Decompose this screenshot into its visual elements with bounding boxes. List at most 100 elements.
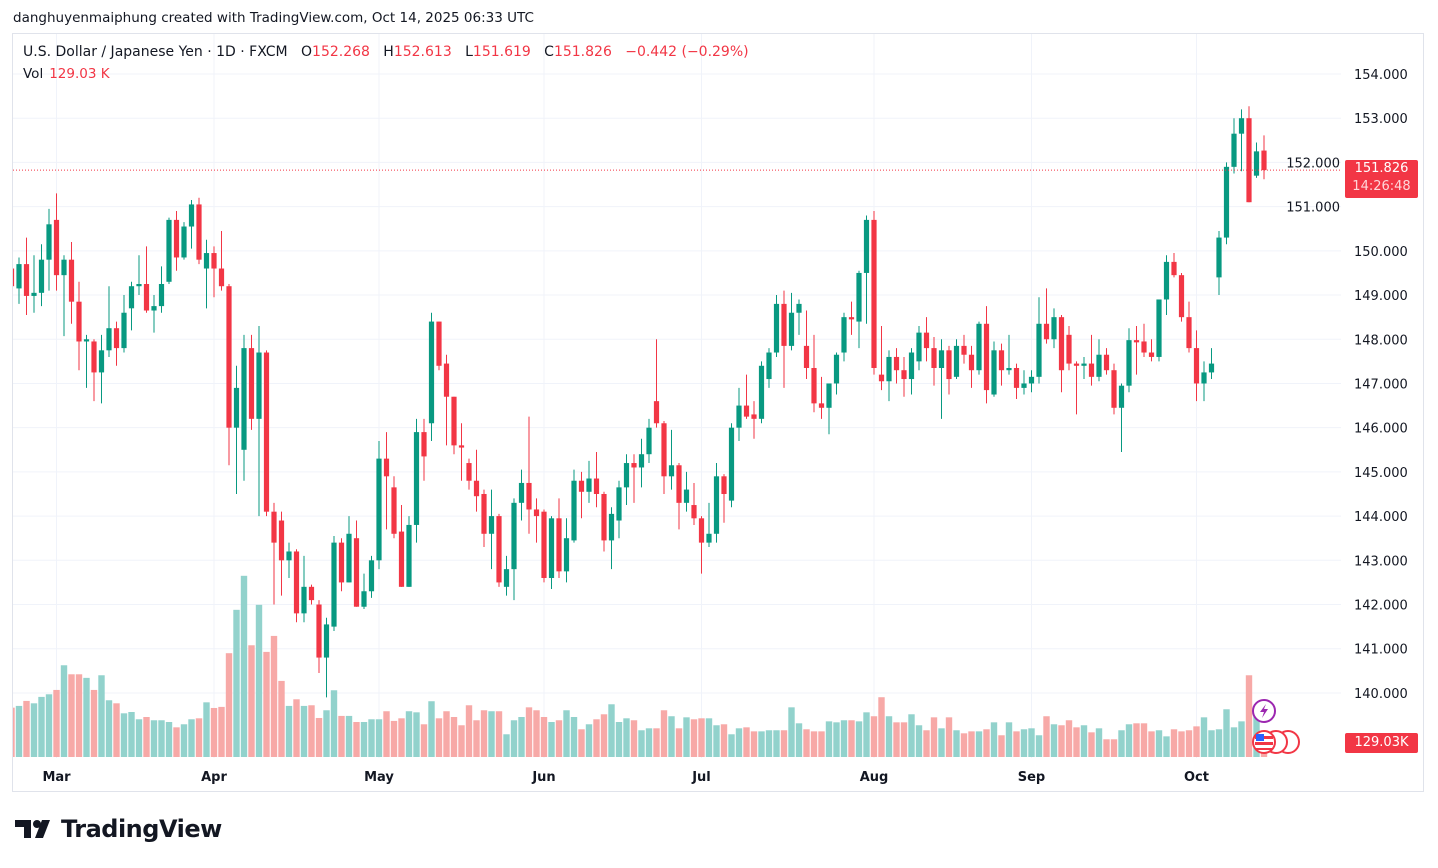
volume-bar xyxy=(323,710,330,757)
candle-body xyxy=(1223,166,1230,238)
candle-body xyxy=(1126,340,1132,386)
volume-bar xyxy=(53,689,60,757)
candle xyxy=(578,471,585,519)
volume-bar xyxy=(1005,722,1013,757)
candle-body xyxy=(1261,150,1267,171)
candle xyxy=(1163,255,1170,315)
candle xyxy=(781,290,787,388)
candle-body xyxy=(556,518,562,572)
volume-label: Vol xyxy=(23,66,44,82)
candle-body xyxy=(83,339,90,342)
candle xyxy=(436,321,442,371)
volume-bar xyxy=(240,575,248,757)
candle-body xyxy=(466,463,472,481)
candle-body xyxy=(833,354,840,384)
candle xyxy=(946,345,952,395)
candle-body xyxy=(226,286,232,428)
candle-body xyxy=(563,538,570,572)
candle-body xyxy=(1156,299,1162,357)
volume-bar xyxy=(300,705,308,757)
candle-body xyxy=(1006,367,1012,371)
candle-body xyxy=(706,533,712,543)
volume-bar xyxy=(1245,675,1253,757)
candle-body xyxy=(1148,352,1155,357)
candle-body xyxy=(361,591,367,607)
time-axis: Mar Apr May Jun Jul Aug Sep Oct xyxy=(42,770,1209,785)
candle-body xyxy=(1178,275,1185,318)
candle xyxy=(773,295,780,357)
candle xyxy=(518,469,525,521)
candle xyxy=(1126,328,1132,393)
candle xyxy=(511,498,517,601)
candle xyxy=(188,199,195,249)
candle xyxy=(256,325,262,517)
volume-bar xyxy=(278,680,285,757)
change-value: −0.442 (−0.29%) xyxy=(625,44,749,60)
candle xyxy=(1028,370,1035,393)
candle-body xyxy=(931,348,937,368)
us-flag-icon[interactable] xyxy=(1252,730,1300,754)
high-value: 152.613 xyxy=(393,44,452,60)
candle-body xyxy=(248,348,255,419)
volume-bar xyxy=(623,718,630,757)
candle-body xyxy=(451,396,457,446)
volume-bar xyxy=(435,718,443,757)
candle xyxy=(263,350,270,517)
volume-bar xyxy=(510,720,518,757)
candle-body xyxy=(818,403,825,408)
price-tick-label: 153.000 xyxy=(1354,112,1408,127)
symbol-title: U.S. Dollar / Japanese Yen · 1D · FXCM xyxy=(23,44,288,60)
volume-value: 129.03 K xyxy=(49,66,110,82)
open-value: 152.268 xyxy=(312,44,370,60)
candle-body xyxy=(218,268,225,287)
candle xyxy=(953,339,960,380)
volume-bar xyxy=(1065,720,1073,757)
volume-bar xyxy=(285,705,293,757)
volume-bar xyxy=(143,717,150,757)
candle xyxy=(668,429,675,490)
candle xyxy=(451,396,457,455)
volume-bar xyxy=(1200,717,1208,757)
time-tick-label: May xyxy=(364,770,394,785)
candle-body xyxy=(338,542,345,583)
candle-body xyxy=(1133,340,1140,343)
volume-bar xyxy=(345,715,353,757)
candle-body xyxy=(1081,363,1087,366)
grid xyxy=(13,34,1341,758)
candle xyxy=(473,449,480,512)
candle-body xyxy=(106,328,112,351)
candle-body xyxy=(391,487,397,534)
candle-body xyxy=(421,432,427,457)
volume-bar xyxy=(105,700,113,757)
candle-body xyxy=(796,303,802,313)
volume-bar xyxy=(615,722,623,757)
candle-body xyxy=(181,226,187,258)
candle xyxy=(608,507,615,570)
candle-body xyxy=(113,328,120,349)
candle-body xyxy=(856,272,862,322)
candle xyxy=(788,292,795,351)
candle-body xyxy=(413,432,420,525)
event-markers[interactable] xyxy=(1250,698,1310,758)
candle xyxy=(398,505,405,587)
candle xyxy=(593,451,600,508)
volume-bar xyxy=(570,717,578,757)
volume-bar xyxy=(1095,728,1103,757)
time-tick-label: Jul xyxy=(691,770,711,785)
last-price: 151.826 xyxy=(1354,161,1409,176)
candle-body xyxy=(376,458,382,561)
candle xyxy=(803,310,810,380)
volume-bar xyxy=(1118,730,1125,757)
candle-body xyxy=(886,356,892,382)
candle-body xyxy=(383,458,390,477)
volume-bar xyxy=(1163,736,1170,757)
tradingview-logo[interactable]: TradingView xyxy=(15,815,222,843)
volume-bar xyxy=(1215,729,1223,757)
candle xyxy=(721,474,727,523)
volume-bar xyxy=(45,694,53,757)
candle-body xyxy=(436,321,442,366)
candle-body xyxy=(473,480,480,497)
lightning-icon[interactable] xyxy=(1252,699,1276,723)
volume-bar xyxy=(180,724,188,757)
